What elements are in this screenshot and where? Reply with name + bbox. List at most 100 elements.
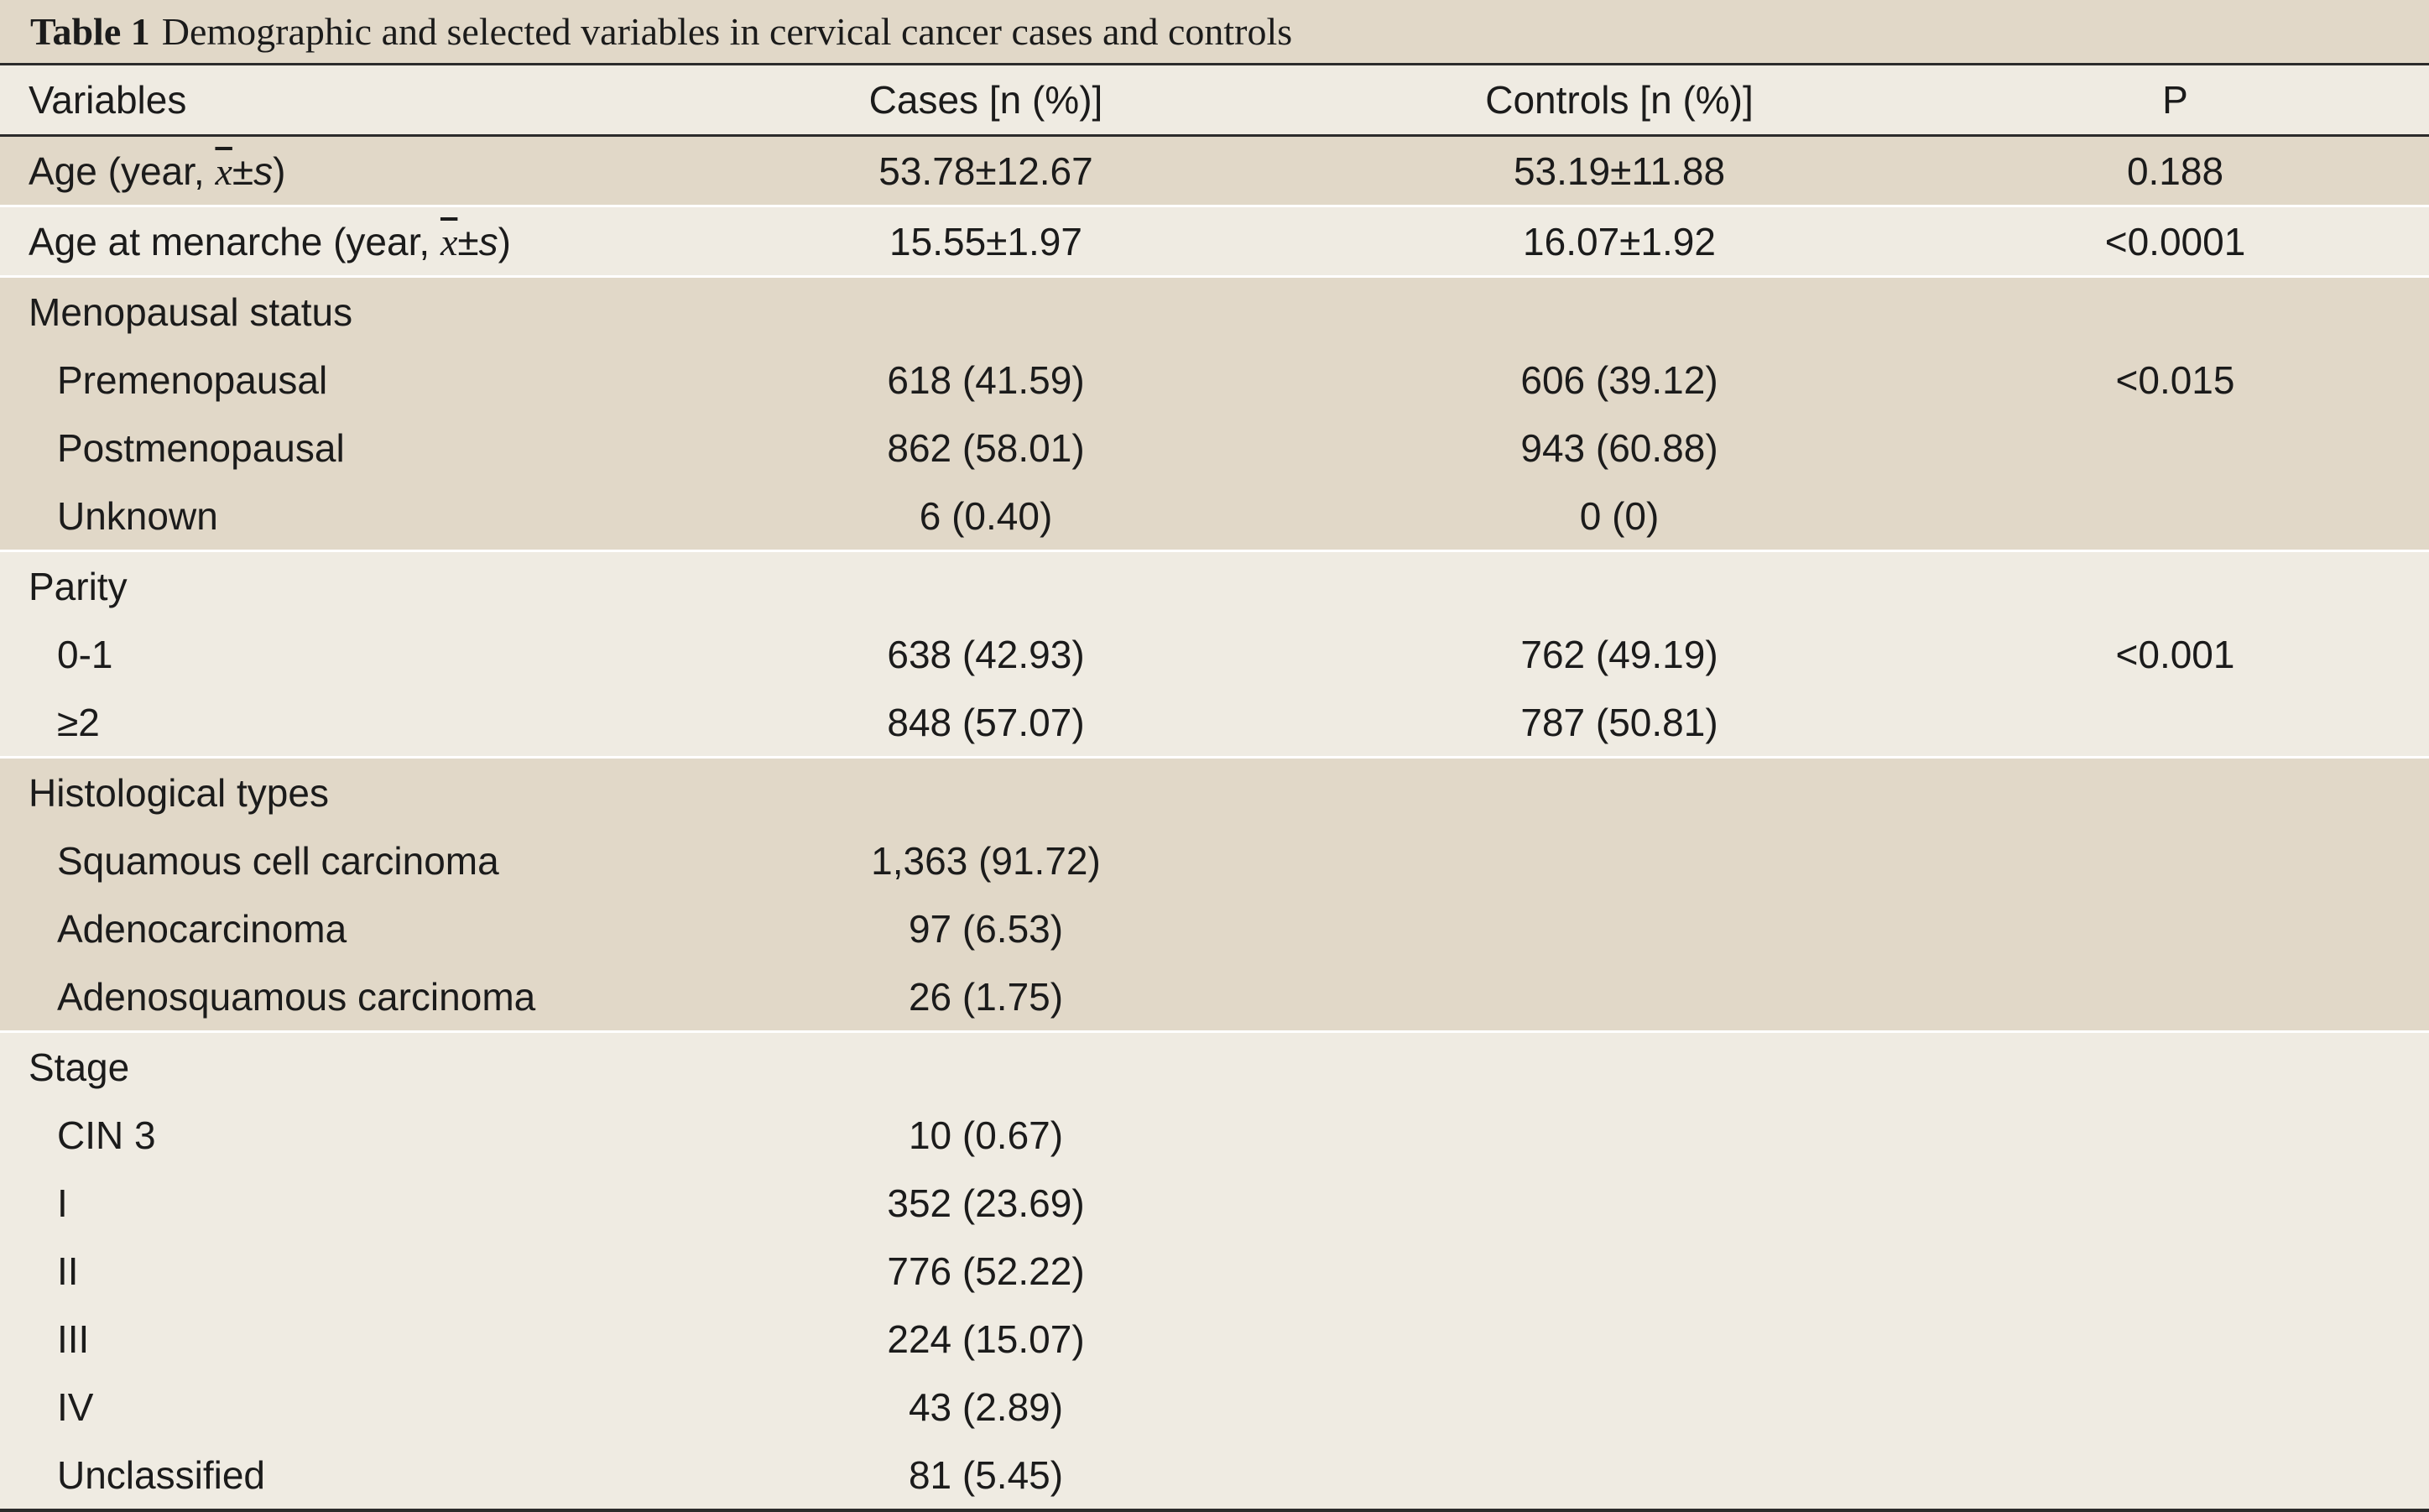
controls-cell: 606 (39.12) xyxy=(1317,346,1921,414)
table-row: Premenopausal 618 (41.59) 606 (39.12) <0… xyxy=(0,346,2429,414)
row-label: Adenocarcinoma xyxy=(0,894,654,962)
age-p: 0.188 xyxy=(1921,135,2429,206)
p-cell: <0.015 xyxy=(1921,346,2429,414)
table-row: 0-1 638 (42.93) 762 (49.19) <0.001 xyxy=(0,620,2429,688)
p-cell xyxy=(1921,482,2429,551)
cases-cell: 776 (52.22) xyxy=(654,1237,1317,1305)
header-cases: Cases [n (%)] xyxy=(654,65,1317,137)
group-title: Menopausal status xyxy=(0,275,654,346)
cases-cell: 6 (0.40) xyxy=(654,482,1317,551)
caption-text: Demographic and selected variables in ce… xyxy=(161,10,1293,53)
p-cell xyxy=(1921,414,2429,482)
header-p: P xyxy=(1921,65,2429,137)
caption-label: Table 1 xyxy=(30,10,150,53)
row-label: IV xyxy=(0,1373,654,1441)
table-row: II 776 (52.22) xyxy=(0,1237,2429,1305)
controls-cell xyxy=(1317,1237,1921,1305)
p-cell: <0.001 xyxy=(1921,620,2429,688)
controls-cell xyxy=(1317,1305,1921,1373)
cases-cell: 97 (6.53) xyxy=(654,894,1317,962)
row-age: Age (year, x±s) 53.78±12.67 53.19±11.88 … xyxy=(0,135,2429,206)
controls-cell xyxy=(1317,894,1921,962)
controls-cell xyxy=(1317,962,1921,1032)
cases-cell: 26 (1.75) xyxy=(654,962,1317,1032)
menarche-cases: 15.55±1.97 xyxy=(654,205,1317,277)
menarche-controls: 16.07±1.92 xyxy=(1317,205,1921,277)
row-label: Unknown xyxy=(0,482,654,551)
p-cell xyxy=(1921,1373,2429,1441)
row-label: II xyxy=(0,1237,654,1305)
p-cell xyxy=(1921,1101,2429,1169)
table-row: CIN 3 10 (0.67) xyxy=(0,1101,2429,1169)
table-row: Squamous cell carcinoma 1,363 (91.72) xyxy=(0,826,2429,894)
cases-cell: 848 (57.07) xyxy=(654,688,1317,758)
row-label: Squamous cell carcinoma xyxy=(0,826,654,894)
controls-cell xyxy=(1317,1373,1921,1441)
table-caption: Table 1 Demographic and selected variabl… xyxy=(0,0,2429,65)
header-row: Variables Cases [n (%)] Controls [n (%)]… xyxy=(0,65,2429,137)
data-table: Variables Cases [n (%)] Controls [n (%)]… xyxy=(0,65,2429,1512)
table-row: Adenocarcinoma 97 (6.53) xyxy=(0,894,2429,962)
cases-cell: 1,363 (91.72) xyxy=(654,826,1317,894)
controls-cell: 787 (50.81) xyxy=(1317,688,1921,758)
controls-cell: 0 (0) xyxy=(1317,482,1921,551)
age-cases: 53.78±12.67 xyxy=(654,135,1317,206)
group-title: Parity xyxy=(0,550,654,620)
controls-cell xyxy=(1317,1169,1921,1237)
p-cell xyxy=(1921,826,2429,894)
group-row-parity: Parity xyxy=(0,550,2429,620)
table-row: III 224 (15.07) xyxy=(0,1305,2429,1373)
table-row: Adenosquamous carcinoma 26 (1.75) xyxy=(0,962,2429,1032)
header-variables: Variables xyxy=(0,65,654,137)
p-cell xyxy=(1921,688,2429,758)
x-bar-symbol: x xyxy=(215,149,232,193)
age-controls: 53.19±11.88 xyxy=(1317,135,1921,206)
row-label: Unclassified xyxy=(0,1441,654,1512)
table-row: Postmenopausal 862 (58.01) 943 (60.88) xyxy=(0,414,2429,482)
cases-cell: 81 (5.45) xyxy=(654,1441,1317,1512)
cases-cell: 862 (58.01) xyxy=(654,414,1317,482)
row-menarche: Age at menarche (year, x±s) 15.55±1.97 1… xyxy=(0,205,2429,277)
group-row-menopausal: Menopausal status xyxy=(0,275,2429,346)
group-row-histology: Histological types xyxy=(0,756,2429,826)
controls-cell xyxy=(1317,1441,1921,1512)
x-bar-symbol: x xyxy=(440,220,458,263)
cases-cell: 638 (42.93) xyxy=(654,620,1317,688)
controls-cell xyxy=(1317,1101,1921,1169)
cases-cell: 224 (15.07) xyxy=(654,1305,1317,1373)
controls-cell xyxy=(1317,826,1921,894)
table-row: Unknown 6 (0.40) 0 (0) xyxy=(0,482,2429,551)
table-row: I 352 (23.69) xyxy=(0,1169,2429,1237)
header-controls: Controls [n (%)] xyxy=(1317,65,1921,137)
table-row: ≥2 848 (57.07) 787 (50.81) xyxy=(0,688,2429,758)
group-title: Stage xyxy=(0,1030,654,1101)
cases-cell: 10 (0.67) xyxy=(654,1101,1317,1169)
p-cell xyxy=(1921,894,2429,962)
row-label: Premenopausal xyxy=(0,346,654,414)
row-label: Postmenopausal xyxy=(0,414,654,482)
table-row: Unclassified 81 (5.45) xyxy=(0,1441,2429,1512)
p-cell xyxy=(1921,1305,2429,1373)
cases-cell: 618 (41.59) xyxy=(654,346,1317,414)
p-cell xyxy=(1921,1441,2429,1512)
row-label: III xyxy=(0,1305,654,1373)
table-row: IV 43 (2.89) xyxy=(0,1373,2429,1441)
p-cell xyxy=(1921,1237,2429,1305)
controls-cell: 762 (49.19) xyxy=(1317,620,1921,688)
row-label: CIN 3 xyxy=(0,1101,654,1169)
row-label: I xyxy=(0,1169,654,1237)
cases-cell: 43 (2.89) xyxy=(654,1373,1317,1441)
group-title: Histological types xyxy=(0,756,654,826)
row-label: Adenosquamous carcinoma xyxy=(0,962,654,1032)
group-row-stage: Stage xyxy=(0,1030,2429,1101)
menarche-p: <0.0001 xyxy=(1921,205,2429,277)
controls-cell: 943 (60.88) xyxy=(1317,414,1921,482)
age-label: Age (year, x±s) xyxy=(0,135,654,206)
row-label: ≥2 xyxy=(0,688,654,758)
p-cell xyxy=(1921,1169,2429,1237)
cases-cell: 352 (23.69) xyxy=(654,1169,1317,1237)
row-label: 0-1 xyxy=(0,620,654,688)
menarche-label: Age at menarche (year, x±s) xyxy=(0,205,654,277)
p-cell xyxy=(1921,962,2429,1032)
